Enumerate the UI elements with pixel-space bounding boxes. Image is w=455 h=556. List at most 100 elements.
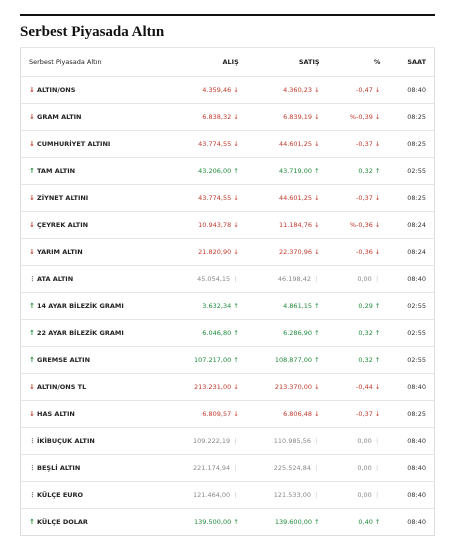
trend-arrow <box>372 437 381 445</box>
trend-arrow <box>311 437 320 445</box>
item-label: İKİBUÇUK ALTIN <box>37 437 95 445</box>
row: BEŞLİ ALTIN 221.174,94 225.524,84 0,00 08:40 <box>20 454 435 482</box>
item-name: HAS ALTIN <box>20 400 166 428</box>
item-name: 14 AYAR BİLEZİK GRAMI <box>20 292 166 320</box>
trend-arrow <box>373 140 381 148</box>
row: HAS ALTIN 6.809,57 6.806,48 -0,37 08:25 <box>20 400 435 428</box>
item-name: ÇEYREK ALTIN <box>20 211 166 239</box>
sell-value: 6.839,19 <box>283 113 313 121</box>
item-label: 14 AYAR BİLEZİK GRAMI <box>37 302 124 310</box>
trend-arrow <box>230 491 239 499</box>
change-cell: 0,00 <box>327 454 389 482</box>
buy-value: 43.774,55 <box>198 194 232 202</box>
item-label: ALTIN/ONS <box>37 86 76 94</box>
row: ÇEYREK ALTIN 10.943,78 11.184,76 %-0,36 08:2… <box>20 211 435 239</box>
trend-icon <box>29 248 37 256</box>
row: GRAM ALTIN 6.838,32 6.839,19 %-0,39 08:25 <box>20 103 435 131</box>
time: 08:40 <box>388 427 435 455</box>
trend-arrow <box>312 167 320 175</box>
row: 22 AYAR BİLEZİK GRAMI 6.046,80 6.286,90 0,3… <box>20 319 435 347</box>
header-row: Serbest Piyasada Altın ALIŞ SATIŞ% SAAT <box>20 47 435 77</box>
item-label: BEŞLİ ALTIN <box>37 464 81 472</box>
trend-arrow <box>312 410 320 418</box>
item-label: GREMSE ALTIN <box>37 356 91 364</box>
change-cell: 0,40 <box>327 508 389 536</box>
trend-arrow <box>231 167 239 175</box>
trend-arrow <box>312 356 320 364</box>
change-value: -0,37 <box>356 410 373 418</box>
buy-value: 10.943,78 <box>198 221 232 229</box>
time: 08:25 <box>388 103 435 131</box>
buy-value: 43.774,55 <box>198 140 232 148</box>
trend-arrow <box>231 329 239 337</box>
sell-value: 225.524,84 <box>273 464 311 472</box>
buy-value: 6.838,32 <box>202 113 232 121</box>
change-value: 0,00 <box>357 437 372 445</box>
sell-value: 108.877,00 <box>274 356 313 364</box>
buy-cell: 4.359,46 <box>165 76 247 104</box>
trend-arrow <box>312 221 320 229</box>
trend-arrow <box>231 113 239 121</box>
trend-arrow <box>373 113 381 121</box>
trend-icon <box>29 194 37 202</box>
sell-cell: 46.198,42 <box>246 265 328 293</box>
sell-value: 43.719,00 <box>278 167 313 175</box>
sell-cell: 6.806,48 <box>246 400 328 428</box>
item-label: KÜLÇE DOLAR <box>37 518 88 526</box>
sell-value: 44.601,25 <box>278 140 313 148</box>
row: CUMHURİYET ALTINI 43.774,55 44.601,25 -0,37… <box>20 130 435 158</box>
change-cell: 0,32 <box>327 319 389 347</box>
time: 02:55 <box>388 292 435 320</box>
trend-arrow <box>311 275 320 283</box>
time: 02:55 <box>388 157 435 185</box>
sell-value: 4.861,15 <box>283 302 313 310</box>
buy-value: 121.464,00 <box>192 491 231 499</box>
widget: Serbest Piyasada Altın Serbest Piyasada … <box>20 14 435 536</box>
item-label: KÜLÇE EURO <box>37 491 84 499</box>
item-name: GREMSE ALTIN <box>20 346 166 374</box>
trend-arrow <box>231 140 239 148</box>
item-label: ATA ALTIN <box>37 275 74 283</box>
change-cell: -0,37 <box>327 400 389 428</box>
trend-arrow <box>373 221 381 229</box>
change-cell: 0,00 <box>327 427 389 455</box>
change-cell: -0,44 <box>327 373 389 401</box>
sell-cell: 4.360,23 <box>246 76 328 104</box>
trend-arrow <box>312 329 320 337</box>
item-label: GRAM ALTIN <box>37 113 82 121</box>
trend-arrow <box>312 248 320 256</box>
sell-value: 121.533,00 <box>273 491 311 499</box>
buy-cell: 221.174,94 <box>165 454 247 482</box>
time: 08:40 <box>388 76 435 104</box>
buy-value: 4.359,46 <box>202 86 232 94</box>
trend-arrow <box>312 140 320 148</box>
trend-arrow <box>231 194 239 202</box>
item-name: ATA ALTIN <box>20 265 166 293</box>
item-name: GRAM ALTIN <box>20 103 166 131</box>
trend-arrow <box>372 491 381 499</box>
time: 08:25 <box>388 184 435 212</box>
buy-cell: 43.206,00 <box>165 157 247 185</box>
time: 08:24 <box>388 238 435 266</box>
trend-arrow <box>373 410 381 418</box>
time: 02:55 <box>388 346 435 374</box>
trend-arrow <box>231 302 239 310</box>
trend-icon <box>29 140 37 148</box>
buy-cell: 10.943,78 <box>165 211 247 239</box>
sell-value: 22.370,96 <box>278 248 313 256</box>
trend-arrow <box>231 86 239 94</box>
row: KÜLÇE DOLAR 139.500,00 139.600,00 0,40 08:40 <box>20 508 435 536</box>
trend-arrow <box>230 464 239 472</box>
change-cell: 0,32 <box>327 346 389 374</box>
trend-icon <box>29 113 37 121</box>
sell-cell: 11.184,76 <box>246 211 328 239</box>
change-value: 0,32 <box>358 329 373 337</box>
change-value: %-0,36 <box>349 221 373 229</box>
change-value: 0,29 <box>358 302 373 310</box>
item-name: ALTIN/ONS <box>20 76 166 104</box>
trend-icon <box>29 275 37 283</box>
trend-arrow <box>231 383 239 391</box>
time: 08:40 <box>388 373 435 401</box>
change-cell: -0,47 <box>327 76 389 104</box>
